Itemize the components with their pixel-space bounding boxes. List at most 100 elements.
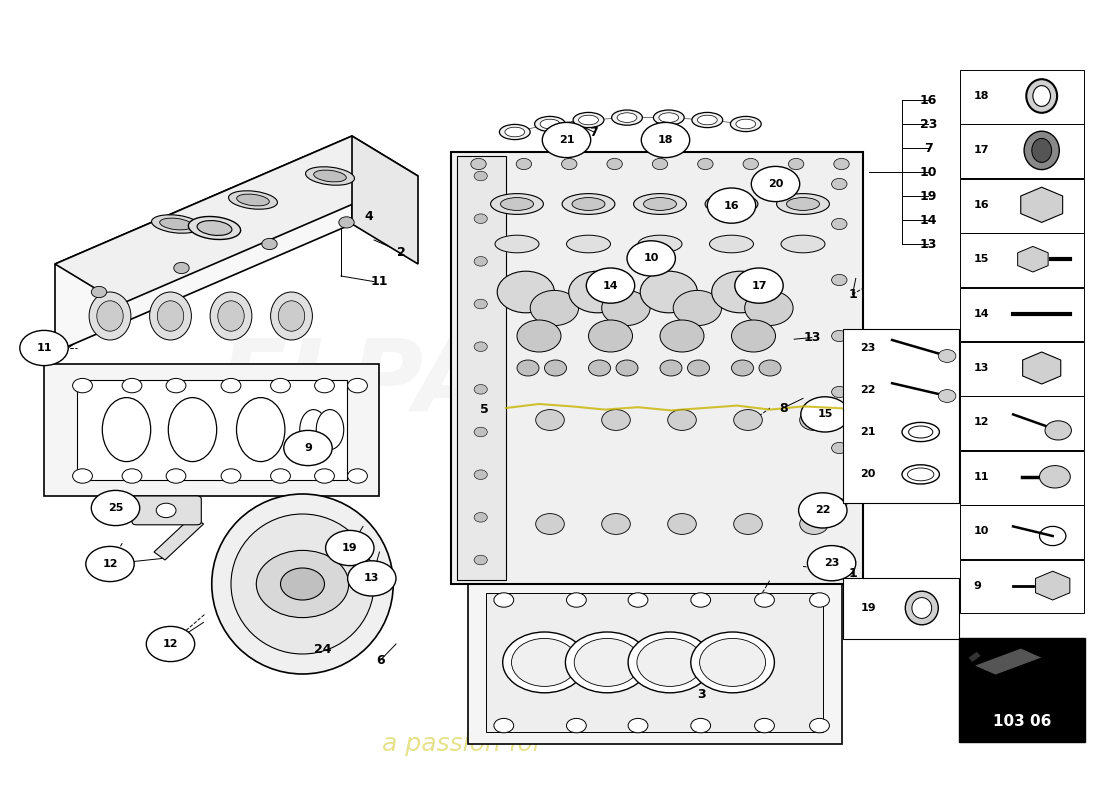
Circle shape (503, 632, 586, 693)
Circle shape (734, 514, 762, 534)
Circle shape (602, 410, 630, 430)
Text: 19: 19 (342, 543, 358, 553)
Ellipse shape (231, 514, 374, 654)
Circle shape (691, 718, 711, 733)
Ellipse shape (218, 301, 244, 331)
FancyBboxPatch shape (451, 152, 864, 584)
Circle shape (348, 378, 367, 393)
Ellipse shape (188, 217, 241, 239)
Circle shape (474, 513, 487, 522)
Text: 13: 13 (803, 331, 821, 344)
Circle shape (536, 410, 564, 430)
Text: 19: 19 (920, 190, 937, 202)
Ellipse shape (89, 292, 131, 340)
Text: 18: 18 (658, 135, 673, 145)
Circle shape (221, 469, 241, 483)
Circle shape (789, 158, 804, 170)
Text: 5: 5 (480, 403, 488, 416)
Ellipse shape (211, 494, 394, 674)
Circle shape (732, 360, 754, 376)
Text: 14: 14 (974, 309, 989, 318)
Ellipse shape (535, 116, 565, 131)
Ellipse shape (236, 194, 270, 206)
Text: 103 06: 103 06 (992, 714, 1052, 729)
Circle shape (315, 469, 334, 483)
Circle shape (566, 593, 586, 607)
Circle shape (474, 427, 487, 437)
Circle shape (759, 360, 781, 376)
Circle shape (810, 718, 829, 733)
Circle shape (474, 555, 487, 565)
Circle shape (832, 274, 847, 286)
Ellipse shape (644, 198, 676, 210)
Circle shape (640, 271, 697, 313)
Ellipse shape (697, 115, 717, 125)
Circle shape (566, 718, 586, 733)
Circle shape (691, 593, 711, 607)
Circle shape (800, 514, 828, 534)
Ellipse shape (730, 116, 761, 131)
Text: 12: 12 (102, 559, 118, 569)
FancyBboxPatch shape (960, 396, 1084, 450)
Circle shape (474, 171, 487, 181)
Circle shape (688, 360, 710, 376)
Circle shape (755, 593, 774, 607)
Text: 2: 2 (397, 246, 406, 258)
Polygon shape (77, 380, 346, 480)
Circle shape (542, 122, 591, 158)
Ellipse shape (150, 292, 191, 340)
Circle shape (700, 638, 766, 686)
Ellipse shape (495, 235, 539, 253)
Circle shape (497, 271, 554, 313)
FancyBboxPatch shape (960, 287, 1084, 342)
Ellipse shape (905, 591, 938, 625)
Circle shape (494, 593, 514, 607)
Circle shape (1045, 421, 1071, 440)
Text: 16: 16 (974, 200, 989, 210)
Circle shape (744, 158, 759, 170)
Circle shape (20, 330, 68, 366)
FancyBboxPatch shape (960, 233, 1084, 287)
Text: 21: 21 (860, 427, 876, 437)
Circle shape (569, 271, 626, 313)
Ellipse shape (705, 194, 758, 214)
Text: 17: 17 (751, 281, 767, 290)
Ellipse shape (1024, 131, 1059, 170)
Circle shape (122, 378, 142, 393)
Circle shape (517, 360, 539, 376)
FancyBboxPatch shape (843, 578, 959, 639)
Polygon shape (55, 136, 352, 352)
Polygon shape (352, 136, 418, 264)
Ellipse shape (612, 110, 642, 126)
Circle shape (832, 442, 847, 454)
Ellipse shape (715, 198, 748, 210)
Text: 8: 8 (779, 402, 788, 414)
FancyBboxPatch shape (960, 505, 1084, 559)
Text: 11: 11 (371, 275, 388, 288)
Circle shape (832, 386, 847, 398)
Circle shape (691, 632, 774, 693)
Circle shape (494, 718, 514, 733)
Circle shape (668, 514, 696, 534)
Circle shape (262, 238, 277, 250)
Text: 3: 3 (697, 688, 706, 701)
FancyBboxPatch shape (959, 638, 1085, 742)
FancyBboxPatch shape (960, 450, 1084, 505)
Text: 11: 11 (974, 472, 989, 482)
Text: 20: 20 (768, 179, 783, 189)
Circle shape (561, 158, 578, 170)
Polygon shape (44, 364, 380, 496)
Circle shape (732, 320, 775, 352)
Circle shape (166, 378, 186, 393)
Ellipse shape (562, 194, 615, 214)
Circle shape (668, 410, 696, 430)
Circle shape (832, 330, 847, 342)
Circle shape (734, 410, 762, 430)
Text: 7: 7 (924, 142, 933, 154)
Text: 10: 10 (974, 526, 989, 536)
Circle shape (284, 430, 332, 466)
Circle shape (660, 320, 704, 352)
Ellipse shape (168, 398, 217, 462)
Circle shape (122, 469, 142, 483)
Circle shape (512, 638, 578, 686)
